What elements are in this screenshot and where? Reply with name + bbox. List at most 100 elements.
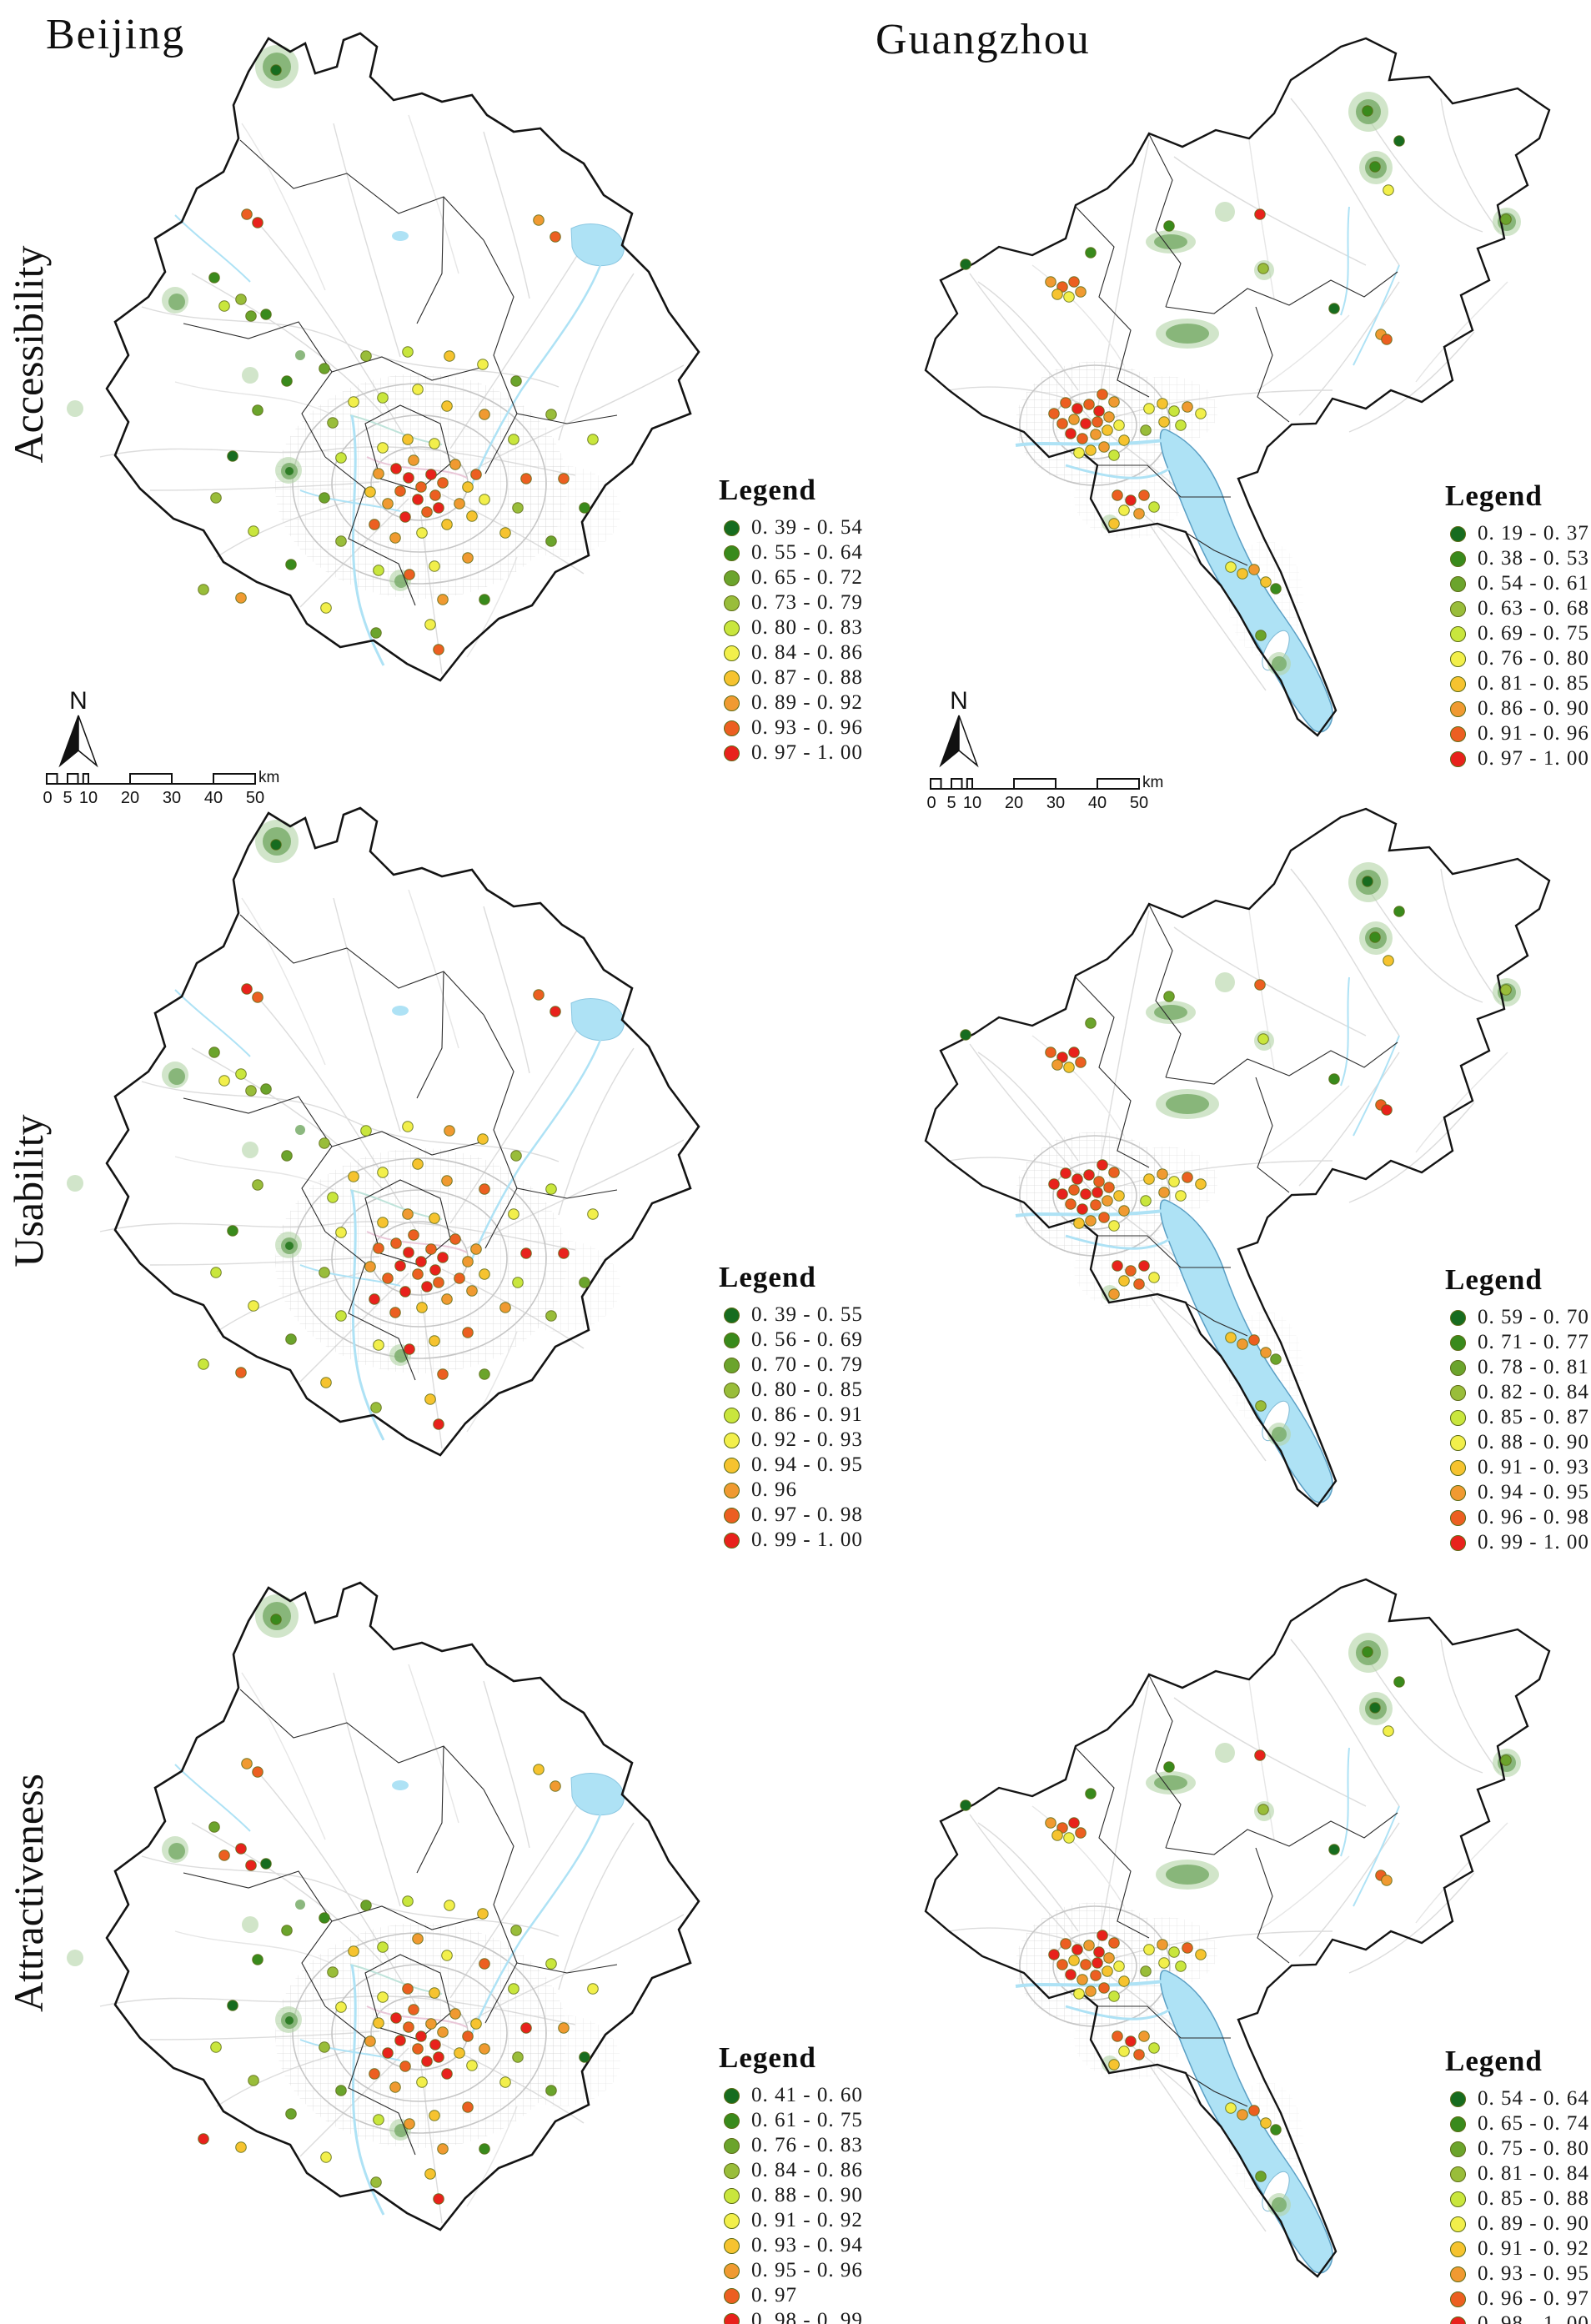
- poi-dot: [412, 1158, 424, 1170]
- legend-beijing-usability: Legend 0. 39 - 0. 55 0. 56 - 0. 69 0. 70 -…: [719, 1261, 863, 1553]
- legend-range-label: 0. 65 - 0. 74: [1478, 2112, 1589, 2135]
- legend-swatch: [724, 2137, 740, 2154]
- legend-entry: 0. 81 - 0. 84: [1445, 2161, 1589, 2186]
- poi-dot: [479, 2143, 490, 2155]
- poi-dot: [1168, 1946, 1180, 1958]
- poi-dot: [1045, 276, 1056, 288]
- legend-swatch: [1450, 2191, 1466, 2207]
- legend-range-label: 0. 76 - 0. 80: [1478, 647, 1589, 670]
- poi-dot: [208, 272, 220, 284]
- poi-dot: [1369, 931, 1381, 943]
- legend-entry: 0. 93 - 0. 96: [719, 715, 863, 740]
- legend-entry: 0. 93 - 0. 94: [719, 2233, 863, 2258]
- legend-swatch: [724, 1357, 740, 1373]
- poi-dot: [1168, 405, 1180, 417]
- poi-dot: [399, 511, 411, 523]
- legend-swatch: [1450, 600, 1466, 617]
- poi-dot: [252, 404, 263, 416]
- poi-dot: [441, 519, 453, 530]
- poi-dot: [462, 481, 474, 493]
- legend-range-label: 0. 87 - 0. 88: [751, 666, 863, 689]
- poi-dot: [1195, 1949, 1207, 1960]
- poi-dot: [208, 1821, 220, 1833]
- district-boundaries: [1075, 133, 1398, 566]
- poi-dot: [369, 519, 380, 530]
- water-bodies: [174, 214, 625, 666]
- poi-dot: [252, 217, 263, 228]
- poi-dot: [348, 1945, 359, 1957]
- legend-range-label: 0. 93 - 0. 94: [751, 2234, 863, 2256]
- poi-dot: [1255, 2171, 1267, 2182]
- poi-dot: [587, 1983, 599, 1995]
- legend-entry: 0. 56 - 0. 69: [719, 1328, 863, 1353]
- poi-dot: [444, 1900, 455, 1911]
- poi-dot: [1175, 1960, 1187, 1972]
- legend-range-label: 0. 85 - 0. 88: [1478, 2187, 1589, 2210]
- legend-entry: 0. 78 - 0. 81: [1445, 1355, 1589, 1380]
- poi-dot: [1133, 1278, 1145, 1290]
- poi-dot: [1393, 1676, 1405, 1688]
- poi-dot: [1077, 433, 1088, 444]
- legend-range-label: 0. 78 - 0. 81: [1478, 1356, 1589, 1378]
- poi-dot: [1093, 1176, 1105, 1187]
- north-label: N: [950, 687, 968, 715]
- poi-dot: [1328, 303, 1340, 314]
- legend-swatch: [1450, 1334, 1466, 1351]
- poi-dot: [512, 2051, 524, 2063]
- legend-rows: 0. 39 - 0. 54 0. 55 - 0. 64 0. 65 - 0. 72 0…: [719, 515, 863, 765]
- poi-dot: [1140, 1965, 1152, 1977]
- poi-dot: [402, 434, 414, 445]
- legend-range-label: 0. 96 - 0. 98: [1478, 1506, 1589, 1528]
- poi-dot: [373, 1242, 384, 1254]
- svg-text:40: 40: [204, 789, 223, 807]
- legend-entry: 0. 80 - 0. 83: [719, 615, 863, 640]
- legend-swatch: [724, 2162, 740, 2179]
- legend-swatch: [1450, 1409, 1466, 1426]
- north-arrow-guangzhou: N: [924, 685, 999, 769]
- poi-dot: [960, 1029, 971, 1041]
- poi-dot: [1108, 2059, 1120, 2071]
- poi-dot: [408, 1229, 419, 1241]
- column-title-beijing: Beijing: [46, 11, 186, 58]
- svg-text:20: 20: [121, 789, 139, 807]
- legend-entry: 0. 84 - 0. 86: [719, 2158, 863, 2183]
- legend-entry: 0. 95 - 0. 96: [719, 2258, 863, 2283]
- legend-range-label: 0. 80 - 0. 83: [751, 616, 863, 639]
- legend-entry: 0. 86 - 0. 90: [1445, 696, 1589, 721]
- poi-dot: [1077, 1974, 1088, 1985]
- poi-dot: [235, 1367, 247, 1378]
- poi-dot: [319, 492, 330, 504]
- legend-swatch: [724, 1407, 740, 1423]
- poi-dot: [1225, 2102, 1237, 2114]
- poi-dot: [429, 1987, 440, 1999]
- poi-dot: [1072, 403, 1083, 414]
- legend-entry: 0. 39 - 0. 54: [719, 515, 863, 540]
- poi-dot: [449, 459, 461, 470]
- legend-range-label: 0. 91 - 0. 93: [1478, 1456, 1589, 1478]
- poi-dot: [320, 2151, 332, 2163]
- poi-dot: [1237, 2109, 1248, 2121]
- legend-swatch: [724, 570, 740, 586]
- poi-dot: [479, 1368, 490, 1380]
- row-label-usability: Usability: [5, 1114, 52, 1267]
- legend-range-label: 0. 86 - 0. 90: [1478, 697, 1589, 720]
- poi-dot: [390, 2012, 402, 2024]
- park-areas: [67, 45, 411, 591]
- legend-range-label: 0. 54 - 0. 61: [1478, 572, 1589, 595]
- poi-dot: [1328, 1073, 1340, 1085]
- poi-dot: [441, 1293, 453, 1305]
- poi-dot: [1102, 424, 1113, 436]
- poi-dot: [1270, 1353, 1282, 1365]
- poi-dot: [421, 2055, 433, 2067]
- poi-dot: [252, 1179, 263, 1191]
- svg-text:50: 50: [1130, 794, 1148, 812]
- poi-dot: [444, 350, 455, 362]
- map-panel-guangzhou-usability: [899, 802, 1591, 1553]
- poi-dot: [1118, 1205, 1130, 1217]
- municipal-boundary: [105, 1581, 700, 2231]
- poi-dot: [327, 1192, 339, 1203]
- poi-dot: [1103, 1952, 1115, 1964]
- poi-dot: [1257, 1804, 1269, 1815]
